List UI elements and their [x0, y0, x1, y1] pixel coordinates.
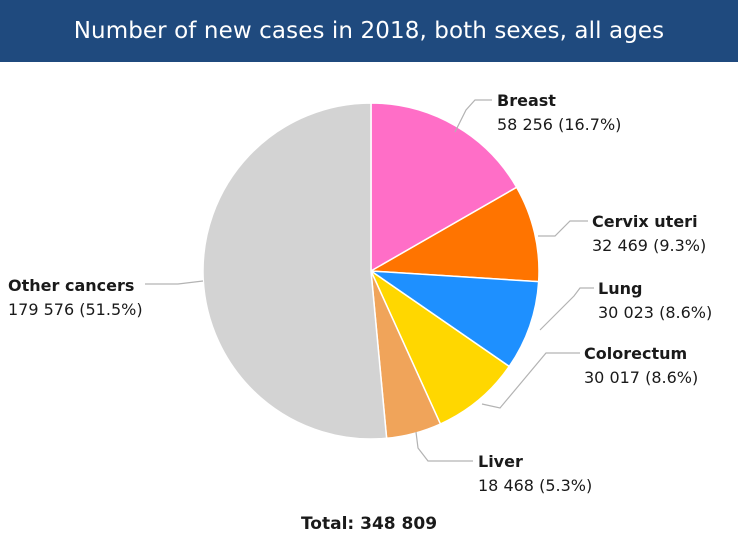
- slice-label-value: 179 576 (51.5%): [8, 300, 143, 319]
- slice-label-name: Colorectum: [584, 344, 687, 363]
- chart-title: Number of new cases in 2018, both sexes,…: [73, 18, 665, 44]
- pie-slice-other-cancers[interactable]: [202, 102, 388, 440]
- pie-slice-cervix-uteri[interactable]: [368, 186, 540, 283]
- slice-label-name: Cervix uteri: [592, 212, 698, 231]
- leader-line: [454, 99, 492, 133]
- slice-label-value: 30 023 (8.6%): [598, 303, 712, 322]
- slice-label-name: Other cancers: [8, 276, 134, 295]
- leader-line: [481, 352, 580, 409]
- slice-label-value: 58 256 (16.7%): [497, 115, 621, 134]
- slice-label-value: 30 017 (8.6%): [584, 368, 698, 387]
- leader-line: [539, 287, 594, 331]
- pie-chart: Breast 58 256 (16.7%) Cervix uteri 32 469 (…: [8, 91, 712, 495]
- slice-label-name: Breast: [497, 91, 556, 110]
- total-label: Total: 348 809: [300, 514, 438, 534]
- slice-label-name: Lung: [598, 279, 642, 298]
- slice-label-value: 32 469 (9.3%): [592, 236, 706, 255]
- pie-slice-colorectum[interactable]: [369, 268, 511, 425]
- leader-line: [415, 431, 473, 462]
- leader-line: [145, 280, 204, 285]
- pie-slice-breast[interactable]: [370, 102, 518, 273]
- leader-line: [538, 220, 588, 237]
- pie-slice-lung[interactable]: [368, 270, 540, 368]
- slice-label-name: Liver: [478, 452, 523, 471]
- chart-header: Number of new cases in 2018, both sexes,…: [0, 0, 738, 62]
- slice-label-value: 18 468 (5.3%): [478, 476, 592, 495]
